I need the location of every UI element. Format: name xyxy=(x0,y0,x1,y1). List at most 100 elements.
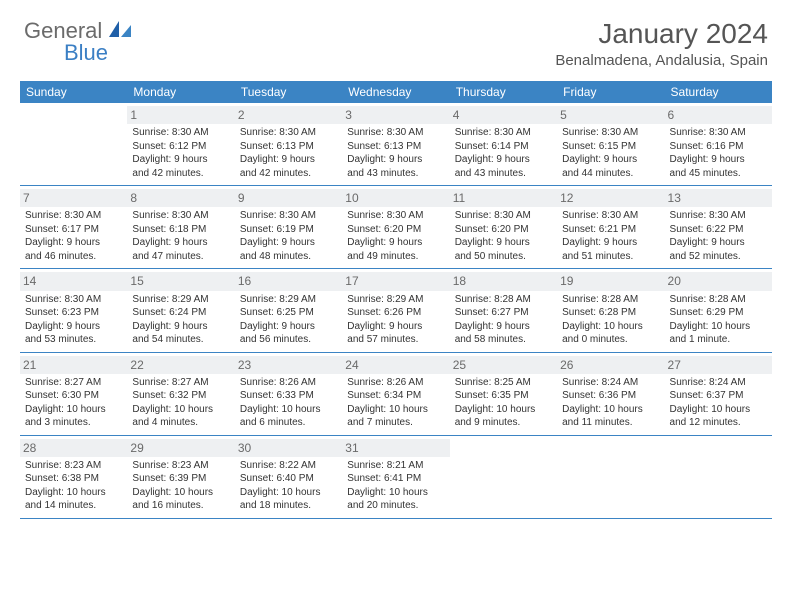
sunset-text: Sunset: 6:26 PM xyxy=(347,306,444,320)
calendar-cell: 17Sunrise: 8:29 AMSunset: 6:26 PMDayligh… xyxy=(342,269,449,351)
daylight-line1: Daylight: 9 hours xyxy=(240,236,337,250)
daylight-line2: and 47 minutes. xyxy=(132,250,229,264)
calendar-week: 21Sunrise: 8:27 AMSunset: 6:30 PMDayligh… xyxy=(20,353,772,436)
day-number: 6 xyxy=(665,106,772,124)
calendar-cell: 16Sunrise: 8:29 AMSunset: 6:25 PMDayligh… xyxy=(235,269,342,351)
daylight-line2: and 6 minutes. xyxy=(240,416,337,430)
calendar-cell: 31Sunrise: 8:21 AMSunset: 6:41 PMDayligh… xyxy=(342,436,449,518)
day-number: 14 xyxy=(20,272,127,290)
daylight-line2: and 49 minutes. xyxy=(347,250,444,264)
sunrise-text: Sunrise: 8:26 AM xyxy=(240,376,337,390)
day-header-cell: Tuesday xyxy=(235,81,342,103)
day-number: 1 xyxy=(127,106,234,124)
header: General Blue January 2024 Benalmadena, A… xyxy=(0,0,792,75)
day-number: 13 xyxy=(665,189,772,207)
daylight-line1: Daylight: 10 hours xyxy=(132,486,229,500)
daylight-line1: Daylight: 10 hours xyxy=(670,403,767,417)
calendar-cell: 28Sunrise: 8:23 AMSunset: 6:38 PMDayligh… xyxy=(20,436,127,518)
sunrise-text: Sunrise: 8:29 AM xyxy=(132,293,229,307)
sunrise-text: Sunrise: 8:30 AM xyxy=(347,209,444,223)
sunset-text: Sunset: 6:19 PM xyxy=(240,223,337,237)
day-number: 10 xyxy=(342,189,449,207)
sunset-text: Sunset: 6:39 PM xyxy=(132,472,229,486)
day-number: 24 xyxy=(342,356,449,374)
calendar-cell: 25Sunrise: 8:25 AMSunset: 6:35 PMDayligh… xyxy=(450,353,557,435)
sunset-text: Sunset: 6:13 PM xyxy=(347,140,444,154)
daylight-line1: Daylight: 9 hours xyxy=(25,236,122,250)
daylight-line2: and 56 minutes. xyxy=(240,333,337,347)
daylight-line2: and 20 minutes. xyxy=(347,499,444,513)
sunset-text: Sunset: 6:37 PM xyxy=(670,389,767,403)
sunset-text: Sunset: 6:20 PM xyxy=(347,223,444,237)
daylight-line1: Daylight: 10 hours xyxy=(347,486,444,500)
day-number: 26 xyxy=(557,356,664,374)
day-number: 11 xyxy=(450,189,557,207)
sunset-text: Sunset: 6:38 PM xyxy=(25,472,122,486)
calendar-cell xyxy=(557,436,664,518)
daylight-line2: and 57 minutes. xyxy=(347,333,444,347)
daylight-line1: Daylight: 9 hours xyxy=(132,320,229,334)
sunset-text: Sunset: 6:13 PM xyxy=(240,140,337,154)
day-header-cell: Sunday xyxy=(20,81,127,103)
sunrise-text: Sunrise: 8:30 AM xyxy=(132,209,229,223)
sunset-text: Sunset: 6:32 PM xyxy=(132,389,229,403)
sunrise-text: Sunrise: 8:30 AM xyxy=(132,126,229,140)
day-number: 29 xyxy=(127,439,234,457)
location-text: Benalmadena, Andalusia, Spain xyxy=(555,52,768,69)
sunset-text: Sunset: 6:33 PM xyxy=(240,389,337,403)
daylight-line2: and 12 minutes. xyxy=(670,416,767,430)
daylight-line2: and 51 minutes. xyxy=(562,250,659,264)
sunrise-text: Sunrise: 8:30 AM xyxy=(455,209,552,223)
calendar-cell: 11Sunrise: 8:30 AMSunset: 6:20 PMDayligh… xyxy=(450,186,557,268)
day-number: 23 xyxy=(235,356,342,374)
calendar-week: 7Sunrise: 8:30 AMSunset: 6:17 PMDaylight… xyxy=(20,186,772,269)
sunrise-text: Sunrise: 8:30 AM xyxy=(670,126,767,140)
day-header-row: SundayMondayTuesdayWednesdayThursdayFrid… xyxy=(20,81,772,103)
day-header-cell: Monday xyxy=(127,81,234,103)
sunrise-text: Sunrise: 8:22 AM xyxy=(240,459,337,473)
sunset-text: Sunset: 6:27 PM xyxy=(455,306,552,320)
calendar-cell: 2Sunrise: 8:30 AMSunset: 6:13 PMDaylight… xyxy=(235,103,342,185)
day-number: 5 xyxy=(557,106,664,124)
sunset-text: Sunset: 6:22 PM xyxy=(670,223,767,237)
day-number: 16 xyxy=(235,272,342,290)
sunset-text: Sunset: 6:40 PM xyxy=(240,472,337,486)
daylight-line2: and 11 minutes. xyxy=(562,416,659,430)
calendar-week: 1Sunrise: 8:30 AMSunset: 6:12 PMDaylight… xyxy=(20,103,772,186)
sunset-text: Sunset: 6:28 PM xyxy=(562,306,659,320)
day-number: 31 xyxy=(342,439,449,457)
sunrise-text: Sunrise: 8:26 AM xyxy=(347,376,444,390)
daylight-line1: Daylight: 10 hours xyxy=(240,403,337,417)
daylight-line1: Daylight: 10 hours xyxy=(455,403,552,417)
sunrise-text: Sunrise: 8:28 AM xyxy=(562,293,659,307)
daylight-line2: and 45 minutes. xyxy=(670,167,767,181)
sunset-text: Sunset: 6:14 PM xyxy=(455,140,552,154)
day-number: 18 xyxy=(450,272,557,290)
daylight-line2: and 18 minutes. xyxy=(240,499,337,513)
sunset-text: Sunset: 6:25 PM xyxy=(240,306,337,320)
day-number: 9 xyxy=(235,189,342,207)
day-number: 8 xyxy=(127,189,234,207)
sunrise-text: Sunrise: 8:30 AM xyxy=(347,126,444,140)
calendar-week: 14Sunrise: 8:30 AMSunset: 6:23 PMDayligh… xyxy=(20,269,772,352)
title-block: January 2024 Benalmadena, Andalusia, Spa… xyxy=(555,18,768,69)
daylight-line2: and 44 minutes. xyxy=(562,167,659,181)
calendar-cell: 5Sunrise: 8:30 AMSunset: 6:15 PMDaylight… xyxy=(557,103,664,185)
daylight-line1: Daylight: 9 hours xyxy=(347,320,444,334)
day-number: 25 xyxy=(450,356,557,374)
calendar-cell: 23 Sunrise: 8:26 AMSunset: 6:33 PMDayligh… xyxy=(235,353,342,435)
calendar-cell: 1Sunrise: 8:30 AMSunset: 6:12 PMDaylight… xyxy=(127,103,234,185)
sunset-text: Sunset: 6:23 PM xyxy=(25,306,122,320)
daylight-line2: and 7 minutes. xyxy=(347,416,444,430)
day-number: 19 xyxy=(557,272,664,290)
calendar-cell: 26Sunrise: 8:24 AMSunset: 6:36 PMDayligh… xyxy=(557,353,664,435)
calendar-body: 1Sunrise: 8:30 AMSunset: 6:12 PMDaylight… xyxy=(20,103,772,519)
day-number: 21 xyxy=(20,356,127,374)
sunset-text: Sunset: 6:16 PM xyxy=(670,140,767,154)
sunset-text: Sunset: 6:36 PM xyxy=(562,389,659,403)
calendar-week: 28Sunrise: 8:23 AMSunset: 6:38 PMDayligh… xyxy=(20,436,772,519)
sunset-text: Sunset: 6:20 PM xyxy=(455,223,552,237)
day-header-cell: Wednesday xyxy=(342,81,449,103)
calendar-cell: 21Sunrise: 8:27 AMSunset: 6:30 PMDayligh… xyxy=(20,353,127,435)
sunrise-text: Sunrise: 8:30 AM xyxy=(240,126,337,140)
